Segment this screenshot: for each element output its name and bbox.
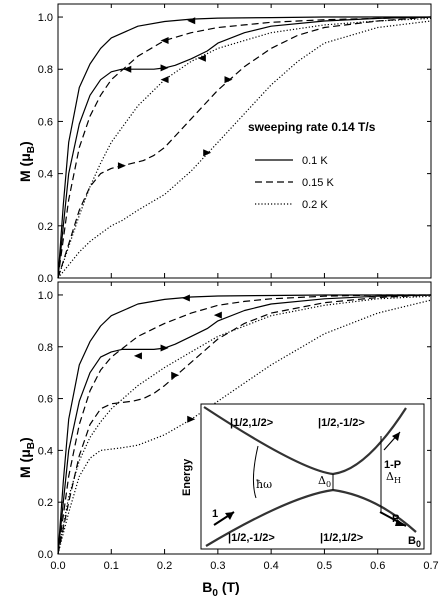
bottom-x-axis-label: B0 (T) [202,579,239,598]
bottom-x-tick-label: 0.3 [210,560,225,572]
bottom-x-tick-label: 0.7 [423,560,438,572]
bottom-x-tick-label: 0.4 [263,560,278,572]
bottom-series-dotted-up [57,299,432,555]
bottom-series-dotted-down [57,295,432,555]
inset-state-bottom-right: |1/2,1/2> [320,532,363,544]
inset-branch-lower [205,488,417,547]
inset-delta-h-label: ΔH [386,470,401,485]
top-sweep-arrow [197,54,206,62]
inset-state-bottom-left: |1/2,-1/2> [228,532,275,544]
bottom-x-tick-label: 0.0 [50,560,65,572]
bottom-series-lines [57,294,432,555]
bottom-x-tick-label: 0.5 [317,560,332,572]
bottom-sweep-arrow [187,415,196,423]
top-y-tick-label: 0.0 [38,273,53,285]
bottom-axis-ticks: 0.0 0.1 0.2 0.3 0.4 0.5 0.6 0.7 0.0 0.2 0.4 0.6 0.8 1… [38,282,439,572]
top-sweep-arrow [203,149,212,157]
top-series-dotted-down [57,17,432,279]
bottom-plot-frame [57,281,432,555]
top-series-dashed-down [57,16,432,279]
top-series-lines [57,16,432,279]
inset-out-top-label: 1-P [384,459,401,471]
top-sweep-arrow [160,76,169,84]
sweep-rate-annotation: sweeping rate 0.14 T/s [248,120,376,134]
top-sweep-arrow [224,76,233,84]
bottom-y-tick-label: 1.0 [38,290,53,302]
inset-branch-upper [203,406,407,476]
top-y-tick-label: 0.2 [38,221,53,233]
inset-state-top-left: |1/2,1/2> [230,417,273,429]
inset-in-label: 1 [212,508,218,520]
inset-delta0-label: Δ0 [318,474,331,489]
top-sweep-arrow [160,37,169,45]
bottom-y-axis-label: M (μB) [17,437,37,478]
inset-photon-arrow [252,445,259,499]
inset-out-bottom-arrowhead [395,519,406,526]
inset-out-bottom-label: P [392,513,399,525]
legend-label-0: 0.1 K [302,155,328,167]
top-series-solid-down [57,16,431,279]
inset-y-axis-label: Energy [181,458,193,496]
inset-out-top-arrowhead [392,432,400,441]
legend-label-1: 0.15 K [302,177,334,189]
top-series-dotted-up [57,20,432,279]
inset-photon-label: ħω [256,478,272,491]
top-sweep-arrow [123,65,132,73]
bottom-series-solid-up [57,294,432,555]
top-y-tick-label: 0.4 [38,169,53,181]
bottom-y-tick-label: 0.8 [38,342,53,354]
bottom-sweep-arrow [133,352,142,360]
inset-in-arrowhead [225,512,234,520]
bottom-series-dashed-up [57,294,432,555]
bottom-y-tick-label: 0.2 [38,497,53,509]
bottom-series-solid-down [57,294,431,555]
bottom-y-tick-label: 0.6 [38,394,53,406]
bottom-sweep-arrow [181,294,190,302]
top-y-tick-label: 1.0 [38,12,53,24]
bottom-sweep-arrow [171,371,180,379]
top-axis-ticks: 0.0 0.2 0.4 0.6 0.8 1.0 [38,4,432,285]
legend: 0.1 K 0.15 K 0.2 K [255,155,334,211]
top-y-tick-label: 0.8 [38,64,53,76]
top-series-dashed-up [57,16,432,279]
top-sweep-arrow [160,64,169,72]
inset-x-axis-label: B0 [408,535,421,549]
bottom-y-tick-label: 0.0 [38,549,53,561]
top-sweep-arrow [117,162,126,170]
bottom-x-tick-label: 0.1 [104,560,119,572]
legend-label-2: 0.2 K [302,199,328,211]
inset-state-top-right: |1/2,-1/2> [318,417,365,429]
top-y-tick-label: 0.6 [38,116,53,128]
top-sweep-arrow [187,17,196,25]
bottom-sweep-arrow [160,344,169,352]
inset-energy-diagram: Energy |1/2,1/2> |1/2,-1/2> |1/2,-1/2> |… [181,403,425,550]
top-plot-frame [57,3,432,279]
bottom-y-tick-label: 0.4 [38,445,53,457]
bottom-x-tick-label: 0.2 [157,560,172,572]
bottom-series-dashed-down [57,294,431,555]
bottom-x-tick-label: 0.6 [370,560,385,572]
bottom-sweep-arrow [213,311,222,319]
top-y-axis-label: M (μB) [17,141,37,182]
top-series-solid-up [57,16,432,279]
